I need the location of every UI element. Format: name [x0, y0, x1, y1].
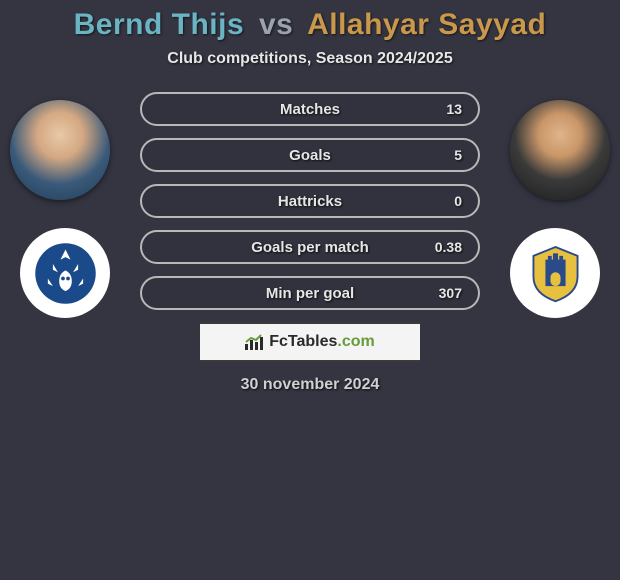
stats-area: Matches 13 Goals 5 Hattricks 0 Goals per… — [0, 88, 620, 310]
stat-rows: Matches 13 Goals 5 Hattricks 0 Goals per… — [140, 88, 480, 310]
player2-name: Allahyar Sayyad — [307, 8, 546, 41]
stat-label: Min per goal — [266, 285, 354, 302]
chart-icon — [245, 334, 265, 350]
comparison-card: Bernd Thijs vs Allahyar Sayyad Club comp… — [0, 0, 620, 394]
avatar-player-left — [10, 100, 110, 200]
badge-suffix: .com — [337, 333, 374, 350]
avatar-club-left — [20, 228, 110, 318]
stat-right-value: 13 — [432, 101, 462, 117]
vs-text: vs — [259, 8, 293, 41]
badge-text: FcTables.com — [269, 333, 375, 351]
page-title: Bernd Thijs vs Allahyar Sayyad — [0, 8, 620, 42]
player-left-image — [10, 100, 110, 200]
stat-label: Matches — [280, 101, 340, 118]
stat-right-value: 0 — [432, 193, 462, 209]
stat-label: Hattricks — [278, 193, 342, 210]
date-text: 30 november 2024 — [0, 376, 620, 394]
avatar-player-right — [510, 100, 610, 200]
stat-right-value: 307 — [432, 285, 462, 301]
subtitle: Club competitions, Season 2024/2025 — [0, 50, 620, 68]
stat-label: Goals per match — [251, 239, 369, 256]
stat-right-value: 5 — [432, 147, 462, 163]
badge-mid: Tables — [288, 333, 338, 350]
stat-row-goals: Goals 5 — [140, 138, 480, 172]
club-gent-icon — [34, 242, 97, 305]
stat-label: Goals — [289, 147, 331, 164]
stat-row-hattricks: Hattricks 0 — [140, 184, 480, 218]
avatar-club-right — [510, 228, 600, 318]
badge-prefix: Fc — [269, 333, 288, 350]
fctables-badge[interactable]: FcTables.com — [200, 322, 420, 362]
stat-row-mpg: Min per goal 307 — [140, 276, 480, 310]
stat-right-value: 0.38 — [432, 239, 462, 255]
stat-row-gpm: Goals per match 0.38 — [140, 230, 480, 264]
club-waasland-icon — [524, 242, 587, 305]
player-right-image — [510, 100, 610, 200]
club-right-image — [510, 228, 600, 318]
club-left-image — [20, 228, 110, 318]
player1-name: Bernd Thijs — [74, 8, 245, 41]
stat-row-matches: Matches 13 — [140, 92, 480, 126]
